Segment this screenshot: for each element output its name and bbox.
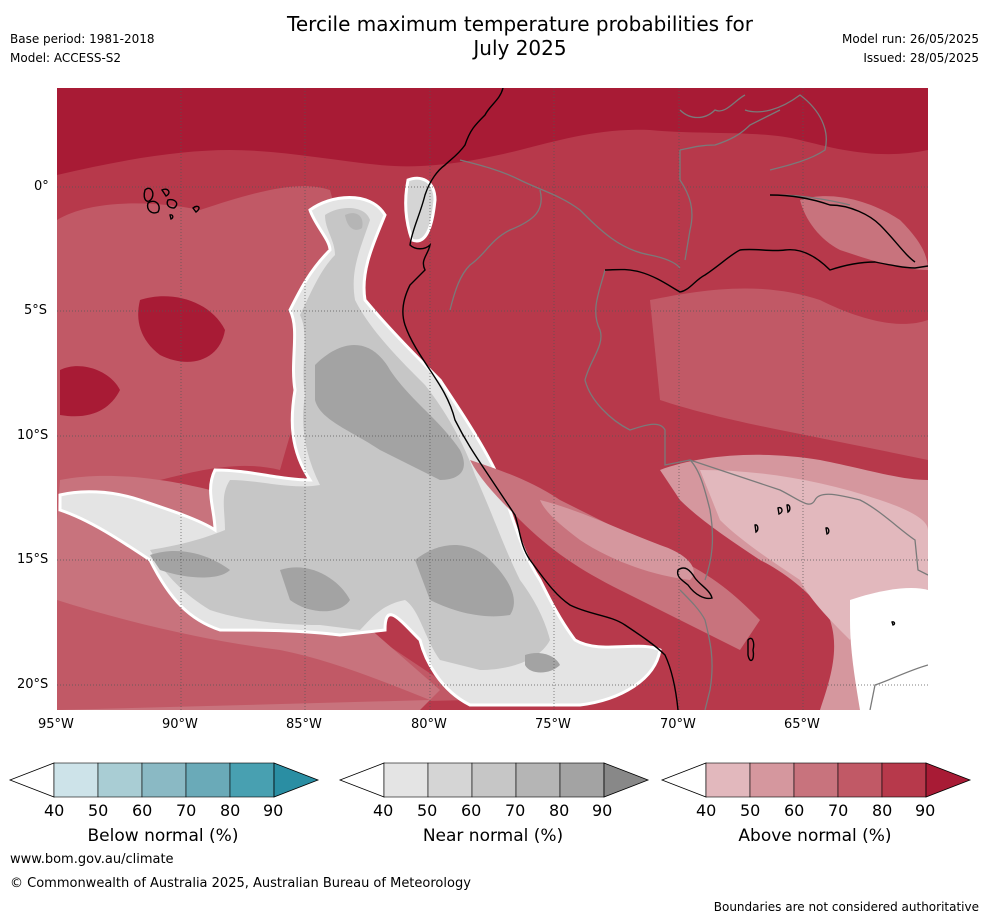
- map-title: Tercile maximum temperature probabilitie…: [200, 12, 840, 60]
- cb2-tick-60: 60: [784, 801, 805, 820]
- colorbar-segment: [273, 762, 320, 798]
- model-label: Model: ACCESS-S2: [10, 51, 122, 65]
- colorbar-segment: [141, 762, 187, 798]
- colorbar-near-normal: [338, 762, 650, 798]
- cb1-tick-80: 80: [549, 801, 570, 820]
- colorbar-segment: [53, 762, 99, 798]
- cb0-tick-60: 60: [132, 801, 153, 820]
- colorbar-segment: [515, 762, 561, 798]
- colorbar-below-normal: [8, 762, 320, 798]
- colorbar-segment: [705, 762, 751, 798]
- title-line-1: Tercile maximum temperature probabilitie…: [287, 12, 753, 36]
- website-link[interactable]: www.bom.gov.au/climate: [10, 852, 174, 867]
- lat-label-15s: 15°S: [17, 552, 49, 567]
- cb1-tick-50: 50: [417, 801, 438, 820]
- cb1-tick-60: 60: [461, 801, 482, 820]
- lat-label-0: 0°: [34, 179, 49, 194]
- disclaimer-text: Boundaries are not considered authoritat…: [713, 900, 979, 914]
- lat-label-20s: 20°S: [17, 677, 49, 692]
- lon-label-95w: 95°W: [38, 717, 74, 732]
- lon-label-65w: 65°W: [784, 717, 820, 732]
- title-line-2: July 2025: [473, 36, 567, 60]
- colorbar-segment: [881, 762, 927, 798]
- cb0-tick-50: 50: [88, 801, 109, 820]
- colorbar-segment: [338, 762, 385, 798]
- colorbar-segment: [229, 762, 275, 798]
- colorbar-segment: [97, 762, 143, 798]
- cb1-tick-70: 70: [505, 801, 526, 820]
- cb0-caption: Below normal (%): [87, 826, 239, 846]
- colorbar-above-normal: [660, 762, 972, 798]
- lon-label-75w: 75°W: [535, 717, 571, 732]
- country-borders: [449, 94, 928, 710]
- cb2-tick-70: 70: [828, 801, 849, 820]
- lat-label-5s: 5°S: [24, 303, 48, 318]
- cb2-tick-50: 50: [740, 801, 761, 820]
- colorbar-segment: [383, 762, 429, 798]
- cb1-tick-90: 90: [592, 801, 613, 820]
- colorbar-segment: [837, 762, 883, 798]
- lon-label-80w: 80°W: [411, 717, 447, 732]
- cb0-tick-80: 80: [220, 801, 241, 820]
- colorbar-segment: [8, 762, 55, 798]
- cb0-tick-90: 90: [263, 801, 284, 820]
- colorbar-segment: [185, 762, 231, 798]
- cb1-caption: Near normal (%): [422, 826, 564, 846]
- cb2-tick-90: 90: [915, 801, 936, 820]
- colorbar-segment: [660, 762, 707, 798]
- colorbar-segment: [793, 762, 839, 798]
- cb2-caption: Above normal (%): [738, 826, 892, 846]
- colorbars: [8, 762, 972, 798]
- colorbar-segment: [559, 762, 605, 798]
- cb0-tick-70: 70: [176, 801, 197, 820]
- cb0-tick-40: 40: [44, 801, 65, 820]
- lon-label-70w: 70°W: [660, 717, 696, 732]
- graticule: [57, 88, 928, 710]
- base-period-label: Base period: 1981-2018: [10, 32, 155, 46]
- colorbar-segment: [603, 762, 650, 798]
- model-run-label: Model run: 26/05/2025: [841, 32, 979, 46]
- cb1-tick-40: 40: [373, 801, 394, 820]
- lon-label-90w: 90°W: [162, 717, 198, 732]
- copyright-text: © Commonwealth of Australia 2025, Austra…: [10, 876, 471, 891]
- colorbar-segment: [427, 762, 473, 798]
- issued-label: Issued: 28/05/2025: [863, 51, 979, 65]
- lat-label-10s: 10°S: [17, 428, 49, 443]
- coastline: [143, 88, 928, 710]
- colorbar-segment: [925, 762, 972, 798]
- colorbar-segment: [471, 762, 517, 798]
- lon-label-85w: 85°W: [286, 717, 322, 732]
- colorbar-segment: [749, 762, 795, 798]
- map-area: [57, 88, 928, 710]
- cb2-tick-40: 40: [696, 801, 717, 820]
- cb2-tick-80: 80: [872, 801, 893, 820]
